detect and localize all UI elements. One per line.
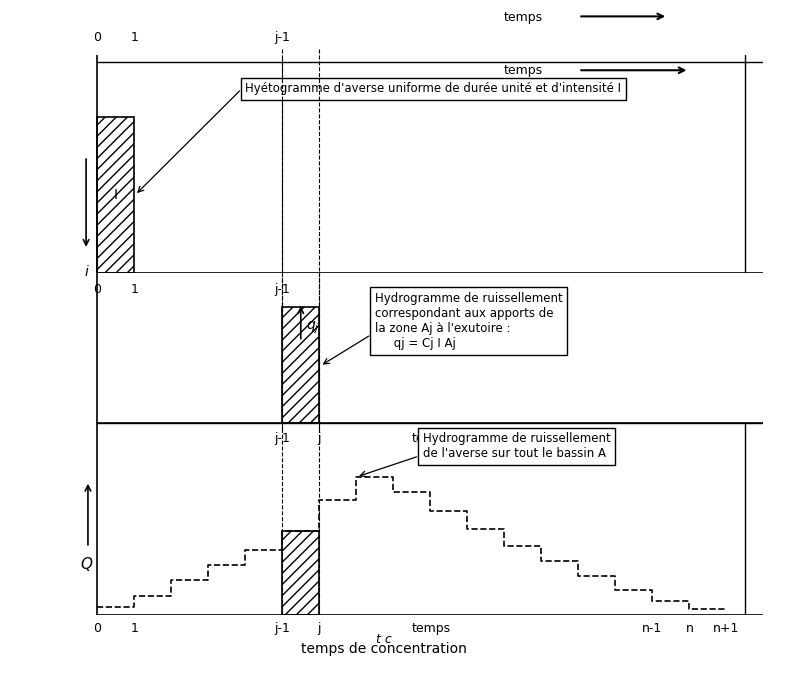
Text: $\mathit{q_j}$: $\mathit{q_j}$: [306, 320, 320, 336]
Bar: [283, 531, 320, 615]
Text: Hydrogramme de ruissellement
de l'averse sur tout le bassin A: Hydrogramme de ruissellement de l'averse…: [423, 432, 611, 460]
Text: j-1: j-1: [275, 432, 290, 445]
Text: Hydrogramme de ruissellement
correspondant aux apports de
la zone Aj à l'exutoir: Hydrogramme de ruissellement corresponda…: [375, 292, 563, 350]
Text: j-1: j-1: [275, 31, 290, 44]
Text: temps: temps: [412, 432, 451, 445]
Text: 0: 0: [93, 622, 102, 635]
Text: t c: t c: [376, 633, 392, 646]
Text: Q: Q: [80, 557, 92, 572]
Text: temps: temps: [503, 10, 542, 24]
Text: j-1: j-1: [275, 622, 290, 635]
Text: j-1: j-1: [275, 283, 290, 296]
Text: Hyétogramme d'averse uniforme de durée unité et d'intensité I: Hyétogramme d'averse uniforme de durée u…: [246, 83, 621, 96]
Text: 1: 1: [131, 31, 139, 44]
Text: j: j: [317, 622, 321, 635]
Text: i: i: [84, 266, 88, 279]
Text: 0: 0: [93, 283, 102, 296]
Text: n+1: n+1: [713, 622, 740, 635]
Text: 1: 1: [131, 622, 139, 635]
Text: 1: 1: [131, 283, 139, 296]
Text: temps: temps: [412, 622, 451, 635]
Text: I: I: [113, 188, 118, 202]
Text: j: j: [317, 432, 321, 445]
Text: n: n: [685, 622, 693, 635]
Text: temps de concentration: temps de concentration: [301, 643, 467, 656]
Text: temps: temps: [503, 64, 542, 76]
Text: 0: 0: [93, 31, 102, 44]
Bar: [283, 307, 320, 423]
Text: n-1: n-1: [642, 622, 663, 635]
Bar: [98, 117, 135, 273]
